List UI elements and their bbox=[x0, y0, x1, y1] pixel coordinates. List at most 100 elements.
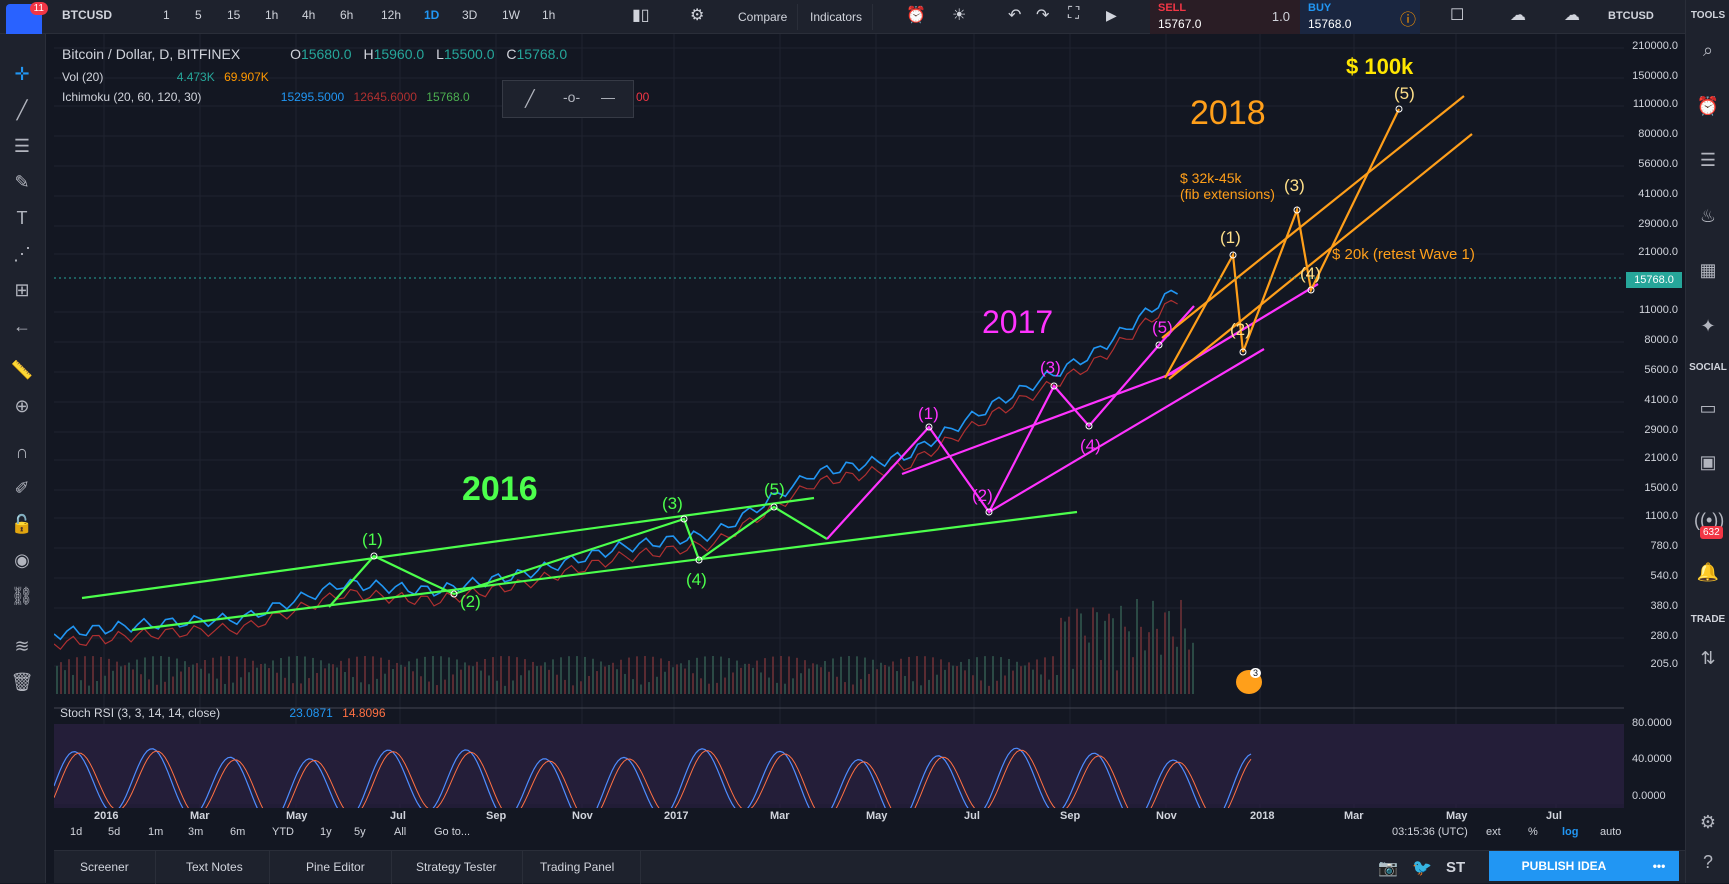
settings-icon[interactable]: ⚙ bbox=[690, 7, 705, 24]
range-button[interactable]: 5d bbox=[108, 826, 121, 838]
alert-icon[interactable]: ⏰ bbox=[906, 7, 926, 24]
info-icon[interactable]: ⓘ bbox=[1400, 12, 1417, 29]
streams-icon[interactable]: ▣ bbox=[1699, 452, 1717, 472]
range-button[interactable]: All bbox=[394, 826, 407, 838]
line-tool-icon[interactable]: ╱ bbox=[525, 91, 535, 108]
redo-icon[interactable]: ↷ bbox=[1036, 7, 1050, 24]
interval-6[interactable]: 12h bbox=[381, 8, 402, 22]
main-legend[interactable]: Bitcoin / Dollar, D, BITFINEX O15680.0 H… bbox=[62, 46, 567, 62]
stoch-tick: 80.0000 bbox=[1632, 717, 1672, 729]
buy-button[interactable]: BUY 15768.0 bbox=[1300, 0, 1420, 34]
magnet-icon[interactable]: ∩ bbox=[15, 442, 29, 462]
layers-icon[interactable]: ≋ bbox=[14, 636, 30, 656]
ideas-icon[interactable]: ✦ bbox=[1700, 316, 1716, 336]
publish-idea-button[interactable]: PUBLISH IDEA bbox=[1489, 851, 1639, 881]
link-icon[interactable]: ⛓ bbox=[10, 586, 34, 606]
interval-2[interactable]: 15 bbox=[227, 8, 241, 22]
stoch-legend[interactable]: Stoch RSI (3, 3, 14, 14, close) 23.0871 … bbox=[60, 706, 386, 720]
chat-icon[interactable]: ▭ bbox=[1699, 398, 1717, 418]
volume-bar bbox=[380, 657, 382, 694]
scale-option[interactable]: % bbox=[1528, 826, 1538, 838]
trade-icon[interactable]: ⇅ bbox=[1700, 648, 1716, 668]
fullscreen-icon[interactable]: ⛶ bbox=[1068, 5, 1080, 22]
drawing-floating-toolbar[interactable]: ╱ -o- — bbox=[502, 80, 634, 118]
volume-bar bbox=[548, 669, 550, 694]
brush-icon[interactable]: ✎ bbox=[14, 172, 30, 192]
calendar-icon[interactable]: ▦ bbox=[1699, 260, 1717, 280]
ichimoku-legend[interactable]: Ichimoku (20, 60, 120, 30) 15295.5000 12… bbox=[62, 90, 470, 104]
fib-icon[interactable]: ☰ bbox=[13, 136, 31, 156]
scale-option[interactable]: auto bbox=[1600, 826, 1622, 838]
interval-0[interactable]: 1 bbox=[163, 8, 170, 22]
replay-icon[interactable]: ☀ bbox=[952, 7, 967, 24]
range-button[interactable]: 1m bbox=[148, 826, 164, 838]
volume-bar bbox=[916, 656, 918, 694]
interval-7[interactable]: 1D bbox=[424, 8, 440, 22]
price-chart[interactable] bbox=[54, 34, 1624, 808]
compare-button[interactable]: Compare bbox=[728, 4, 799, 30]
interval-9[interactable]: 1W bbox=[502, 8, 520, 22]
pattern-icon[interactable]: ⋰ bbox=[13, 244, 31, 264]
crosshair-icon[interactable]: ✛ bbox=[14, 64, 30, 84]
footer-tab[interactable]: Screener bbox=[54, 851, 156, 884]
camera-icon[interactable]: 📷 bbox=[1378, 860, 1398, 877]
volume-bar bbox=[300, 683, 302, 694]
scale-option[interactable]: log bbox=[1562, 826, 1579, 838]
text-icon[interactable]: T bbox=[16, 208, 28, 228]
lock-icon[interactable]: 🔓 bbox=[10, 514, 34, 534]
interval-3[interactable]: 1h bbox=[265, 8, 279, 22]
time-axis[interactable]: 2016 Mar May Jul Sep Nov 2017 Mar May Jul Sep Nov 20… bbox=[54, 808, 1624, 828]
bell-icon[interactable]: 🔔 bbox=[1696, 562, 1720, 582]
footer-tab[interactable]: Text Notes bbox=[160, 851, 270, 884]
load-cloud-icon[interactable]: ☁ bbox=[1510, 7, 1526, 24]
stay-drawing-icon[interactable]: ✐ bbox=[14, 478, 30, 498]
range-button[interactable]: 1d bbox=[70, 826, 83, 838]
indicators-button[interactable]: Indicators bbox=[800, 4, 874, 30]
trendline-icon[interactable]: ╱ bbox=[16, 100, 28, 120]
interval-8[interactable]: 3D bbox=[462, 8, 478, 22]
symbol-search[interactable]: BTCUSD bbox=[62, 8, 112, 22]
price-axis[interactable]: 210000.0 150000.0 110000.0 80000.0 56000.0 41… bbox=[1626, 34, 1684, 794]
layout-icon[interactable]: ☐ bbox=[1450, 7, 1465, 24]
volume-bar bbox=[332, 664, 334, 694]
gear-icon[interactable]: ⚙ bbox=[1699, 812, 1717, 832]
undo-icon[interactable]: ↶ bbox=[1008, 7, 1022, 24]
footer-tab[interactable]: Trading Panel bbox=[514, 851, 642, 884]
range-button[interactable]: 6m bbox=[230, 826, 246, 838]
trash-icon[interactable]: 🗑 bbox=[10, 672, 34, 692]
watchlist-alarm-icon[interactable]: ⏰ bbox=[1696, 96, 1720, 116]
interval-5[interactable]: 6h bbox=[340, 8, 354, 22]
range-button[interactable]: 3m bbox=[188, 826, 204, 838]
help-icon[interactable]: ? bbox=[1702, 852, 1713, 872]
interval-4[interactable]: 4h bbox=[302, 8, 316, 22]
footer-tab[interactable]: Pine Editor bbox=[280, 851, 392, 884]
sell-button[interactable]: SELL 15767.0 1.0 bbox=[1150, 0, 1300, 34]
footer-tab[interactable]: Strategy Tester bbox=[390, 851, 524, 884]
interval-1[interactable]: 5 bbox=[195, 8, 202, 22]
save-cloud-icon[interactable]: ☁ bbox=[1564, 7, 1580, 24]
line-width-icon[interactable]: — bbox=[601, 89, 615, 105]
volume-bar bbox=[1040, 674, 1042, 694]
range-button[interactable]: 5y bbox=[354, 826, 366, 838]
ruler-icon[interactable]: 📏 bbox=[10, 360, 34, 380]
range-button[interactable]: YTD bbox=[272, 826, 294, 838]
zoom-icon[interactable]: ⊕ bbox=[14, 396, 30, 416]
broadcast-icon[interactable]: ((•)) bbox=[1694, 510, 1725, 530]
scale-option[interactable]: ext bbox=[1486, 826, 1501, 838]
eye-icon[interactable]: ◉ bbox=[14, 550, 30, 570]
twitter-icon[interactable]: 🐦 bbox=[1412, 860, 1432, 877]
search-icon[interactable]: ⌕ bbox=[1702, 40, 1714, 60]
play-icon[interactable]: ▶ bbox=[1106, 7, 1117, 23]
range-button[interactable]: 1y bbox=[320, 826, 332, 838]
list-icon[interactable]: ☰ bbox=[1699, 150, 1717, 170]
volume-legend[interactable]: Vol (20) 4.473K 69.907K bbox=[62, 70, 269, 84]
back-arrow-icon[interactable]: ← bbox=[13, 316, 31, 336]
interval-10[interactable]: 1h bbox=[542, 8, 556, 22]
stocktwits-icon[interactable]: ST bbox=[1446, 859, 1466, 876]
line-style-icon[interactable]: -o- bbox=[563, 89, 581, 105]
more-options-icon[interactable]: ••• bbox=[1639, 851, 1679, 881]
prediction-icon[interactable]: ⊞ bbox=[14, 280, 30, 300]
hotlist-icon[interactable]: ♨ bbox=[1699, 206, 1717, 226]
candles-icon[interactable]: ▮▯ bbox=[632, 7, 650, 24]
range-button[interactable]: Go to... bbox=[434, 826, 471, 838]
